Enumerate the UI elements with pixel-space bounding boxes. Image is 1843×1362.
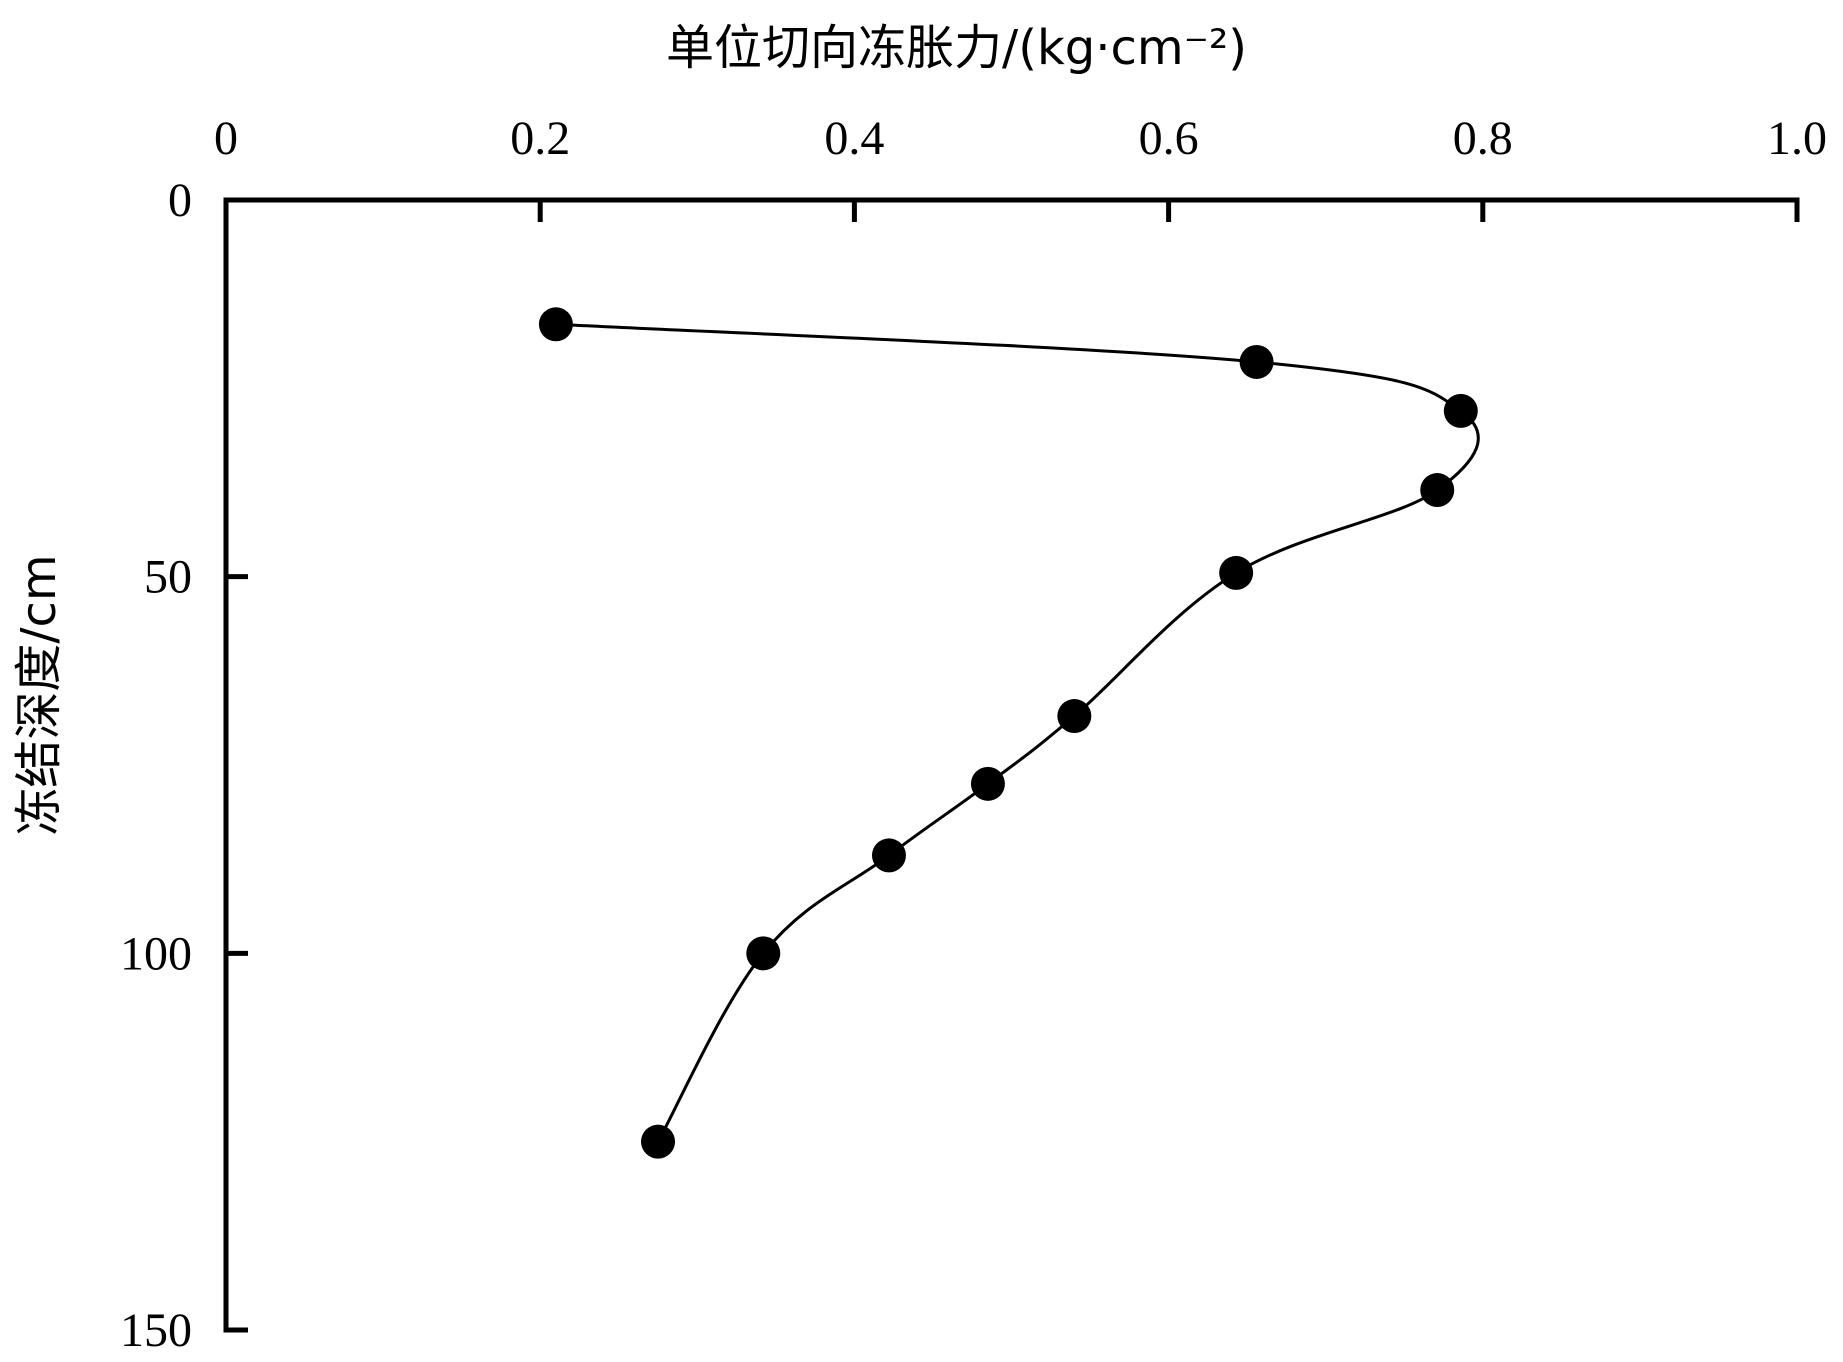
data-point [538,307,573,342]
x-axis-title: 单位切向冻胀力/(kg·cm⁻²) [666,20,1247,76]
data-point [1420,473,1455,508]
data-point [970,766,1005,801]
x-axis-ticks: 0 0.2 0.4 0.6 0.8 1.0 [214,112,1827,222]
y-tick-label: 150 [120,1304,192,1357]
x-tick-label: 0.8 [1453,112,1513,165]
data-point [1443,393,1478,428]
data-point [871,838,906,873]
y-axis-title: 冻结深度/cm [11,554,67,835]
data-point [641,1124,676,1159]
y-tick-label: 100 [120,927,192,980]
x-tick-label: 0.2 [510,112,570,165]
data-point [1239,344,1274,379]
axes [223,197,1800,1333]
series-line [555,322,1480,1143]
y-axis-ticks: 0 50 100 150 [120,174,248,1357]
data-point [1057,699,1092,734]
x-tick-label: 0.4 [824,112,884,165]
x-tick-label: 1.0 [1767,112,1827,165]
x-tick-label: 0.6 [1139,112,1199,165]
data-point [1219,555,1254,590]
plot-area [538,307,1480,1159]
y-tick-label: 0 [168,174,192,227]
y-tick-label: 50 [144,551,192,604]
data-point [746,936,781,971]
x-tick-label: 0 [214,112,238,165]
